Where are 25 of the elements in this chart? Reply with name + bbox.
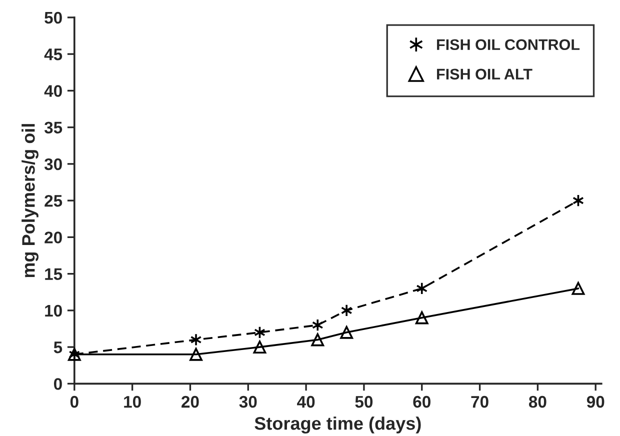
- legend-label: FISH OIL ALT: [437, 68, 532, 80]
- legend-label: FISH OIL CONTROL: [437, 39, 580, 50]
- y-tick-label: 35: [44, 122, 62, 134]
- y-tick-label: 30: [44, 158, 62, 170]
- x-tick-label: 40: [297, 396, 315, 408]
- y-tick-label: 10: [45, 304, 62, 317]
- y-tick-label: 15: [45, 268, 62, 280]
- x-tick-label: 50: [355, 396, 373, 408]
- y-tick-label: 5: [54, 342, 62, 354]
- y-tick-label: 50: [44, 12, 62, 24]
- x-tick-label: 20: [182, 396, 199, 408]
- x-tick-label: 80: [528, 396, 546, 408]
- x-tick-label: 70: [471, 396, 488, 408]
- x-tick-label: 10: [124, 396, 141, 408]
- x-axis-title: Storage time (days): [254, 416, 421, 434]
- x-tick-label: 60: [413, 396, 430, 408]
- y-tick-label: 20: [44, 232, 62, 244]
- y-tick-label: 0: [54, 378, 62, 390]
- x-tick-label: 30: [239, 396, 257, 408]
- y-tick-label: 40: [44, 85, 62, 97]
- y-tick-label: 25: [44, 194, 62, 207]
- y-tick-label: 45: [44, 48, 62, 60]
- x-tick-label: 0: [70, 396, 78, 408]
- y-axis-title: mg Polymers/g oil: [22, 124, 38, 278]
- x-tick-label: 90: [586, 396, 604, 408]
